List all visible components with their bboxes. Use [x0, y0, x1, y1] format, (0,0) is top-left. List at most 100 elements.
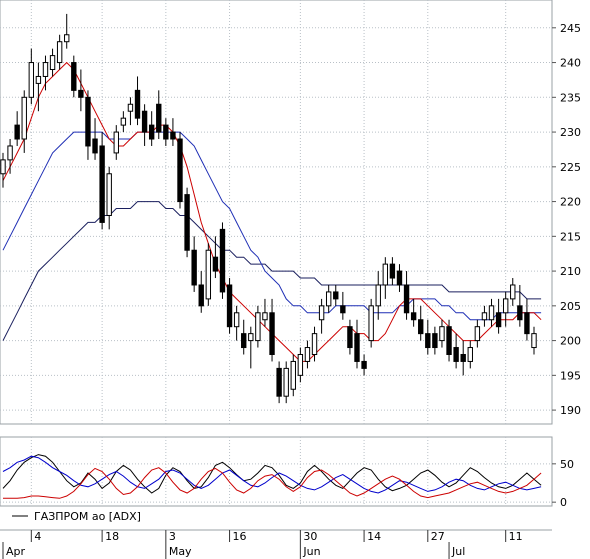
candle: [474, 319, 481, 348]
candle-body-down: [354, 333, 360, 362]
candle: [170, 118, 176, 146]
candle-body-down: [396, 270, 403, 286]
candle: [120, 111, 127, 133]
price-tick-label: 225: [560, 161, 581, 174]
candle-body-up: [21, 96, 27, 140]
candle: [382, 257, 389, 299]
candle-body-down: [156, 103, 162, 133]
candle: [42, 55, 49, 91]
candle-body-down: [92, 138, 98, 154]
candle-body-down: [446, 326, 452, 355]
candle: [311, 326, 318, 362]
candle: [92, 118, 98, 160]
candle: [198, 271, 204, 313]
candle: [502, 291, 509, 327]
candle: [488, 298, 495, 327]
price-tick-label: 240: [560, 57, 581, 70]
adx-series-line: [2, 454, 542, 494]
candle: [439, 319, 445, 348]
candle: [205, 243, 212, 306]
candle: [432, 326, 438, 355]
candle-body-down: [453, 347, 459, 362]
candle: [524, 298, 530, 341]
month-label: Jul: [451, 545, 465, 558]
candle-body-up: [531, 333, 537, 349]
candle-body-down: [219, 228, 226, 293]
candle: [7, 139, 13, 174]
candle-body-up: [56, 41, 63, 64]
candle-body-down: [163, 124, 169, 140]
candle-body-up: [255, 312, 261, 342]
candle: [78, 69, 84, 112]
price-plot-area: [0, 0, 553, 425]
candle-body-down: [389, 263, 396, 279]
candle: [375, 271, 381, 320]
candle-body-down: [410, 312, 417, 321]
candle-body-down: [432, 333, 438, 349]
candle-body-up: [467, 347, 473, 362]
candle-body-up: [113, 131, 119, 154]
price-tick-label: 190: [560, 404, 581, 417]
candle-body-down: [276, 367, 282, 397]
candle-body-down: [78, 89, 84, 98]
candle-body-down: [340, 305, 346, 314]
candle-body-up: [120, 117, 127, 126]
candle: [0, 152, 6, 188]
candle: [389, 257, 396, 285]
candle-body-up: [502, 298, 509, 314]
candle: [517, 284, 523, 327]
candle-body-up: [106, 173, 112, 216]
x-tick-label: 14: [367, 530, 381, 543]
candle-body-down: [517, 305, 523, 321]
candle: [163, 118, 169, 146]
candle-body-up: [7, 145, 13, 161]
candle: [127, 97, 134, 126]
candle-body-down: [134, 89, 141, 119]
candle-body-down: [425, 333, 431, 349]
candle: [226, 278, 233, 334]
candle: [156, 90, 162, 140]
price-tick-label: 215: [560, 230, 581, 243]
candle: [99, 132, 105, 230]
candle-body-down: [212, 256, 219, 272]
candle: [269, 298, 275, 362]
candle: [283, 361, 289, 404]
candle: [14, 111, 20, 146]
candle-body-down: [170, 131, 176, 140]
x-tick-label: 3: [169, 530, 176, 543]
candle: [531, 326, 537, 355]
candle: [460, 340, 466, 376]
candle: [425, 319, 431, 355]
candle-body-up: [368, 305, 374, 342]
x-tick-label: 30: [303, 530, 317, 543]
candle-body-down: [403, 284, 410, 314]
candle: [106, 166, 112, 230]
candle-body-up: [382, 263, 389, 286]
legend: ГАЗПРОМ ао [ADX]: [12, 510, 141, 523]
candle-body-up: [311, 333, 318, 355]
candle-body-down: [191, 249, 197, 286]
candle: [276, 361, 282, 404]
candle-body-up: [375, 284, 381, 307]
candle-body-up: [0, 159, 6, 175]
candle-body-down: [241, 333, 247, 349]
candle: [113, 125, 119, 160]
price-tick-label: 235: [560, 91, 581, 104]
candle: [495, 298, 502, 334]
candle-body-down: [269, 312, 275, 355]
legend-label: ГАЗПРОМ ао [ADX]: [34, 510, 141, 523]
candle: [354, 319, 360, 369]
price-tick-label: 230: [560, 126, 581, 139]
x-tick-label: 4: [34, 530, 41, 543]
candle-body-down: [85, 96, 91, 147]
candle-body-up: [439, 326, 445, 342]
price-tick-label: 210: [560, 265, 581, 278]
candle: [361, 354, 367, 376]
candle: [191, 236, 197, 292]
candle-body-up: [488, 305, 495, 321]
candle-body-up: [283, 367, 289, 397]
candle: [467, 340, 473, 369]
candle: [403, 271, 410, 320]
candle: [325, 284, 332, 313]
x-tick-label: 18: [105, 530, 119, 543]
